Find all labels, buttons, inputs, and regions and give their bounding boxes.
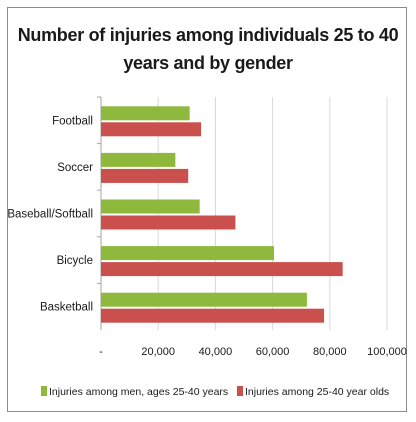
x-tick-label-2: 40,000 [199,346,233,358]
bar-0-1 [101,152,176,167]
x-tick-label-3: 60,000 [256,346,290,358]
legend-swatch-1 [237,386,243,396]
bar-0-2 [101,199,200,214]
bar-1-1 [101,168,189,183]
bar-0-4 [101,292,307,307]
category-label-1: Soccer [57,162,93,174]
legend-label-1: Injuries among 25-40 year olds [245,386,389,398]
category-label-2: Baseball/Softball [7,209,93,221]
bar-1-3 [101,262,343,277]
legend-label-0: Injuries among men, ages 25-40 years [49,386,228,398]
chart-title-line-2: years and by gender [123,53,293,73]
category-label-4: Basketball [40,302,93,314]
x-tick-label-0: - [99,346,103,358]
bar-1-0 [101,122,202,137]
category-label-0: Football [52,115,93,127]
x-tick-label-1: 20,000 [141,346,175,358]
x-tick-label-4: 80,000 [313,346,347,358]
category-label-3: Bicycle [57,255,93,267]
legend-swatch-0 [41,386,47,396]
chart-frame: Number of injuries among individuals 25 … [7,7,407,412]
bar-0-3 [101,246,275,261]
bar-1-2 [101,215,236,230]
bar-0-0 [101,106,190,121]
chart-title-line-1: Number of injuries among individuals 25 … [17,25,399,45]
chart-title: Number of injuries among individuals 25 … [8,21,408,77]
x-tick-label-5: 100,000 [367,346,407,358]
bar-1-4 [101,308,325,323]
